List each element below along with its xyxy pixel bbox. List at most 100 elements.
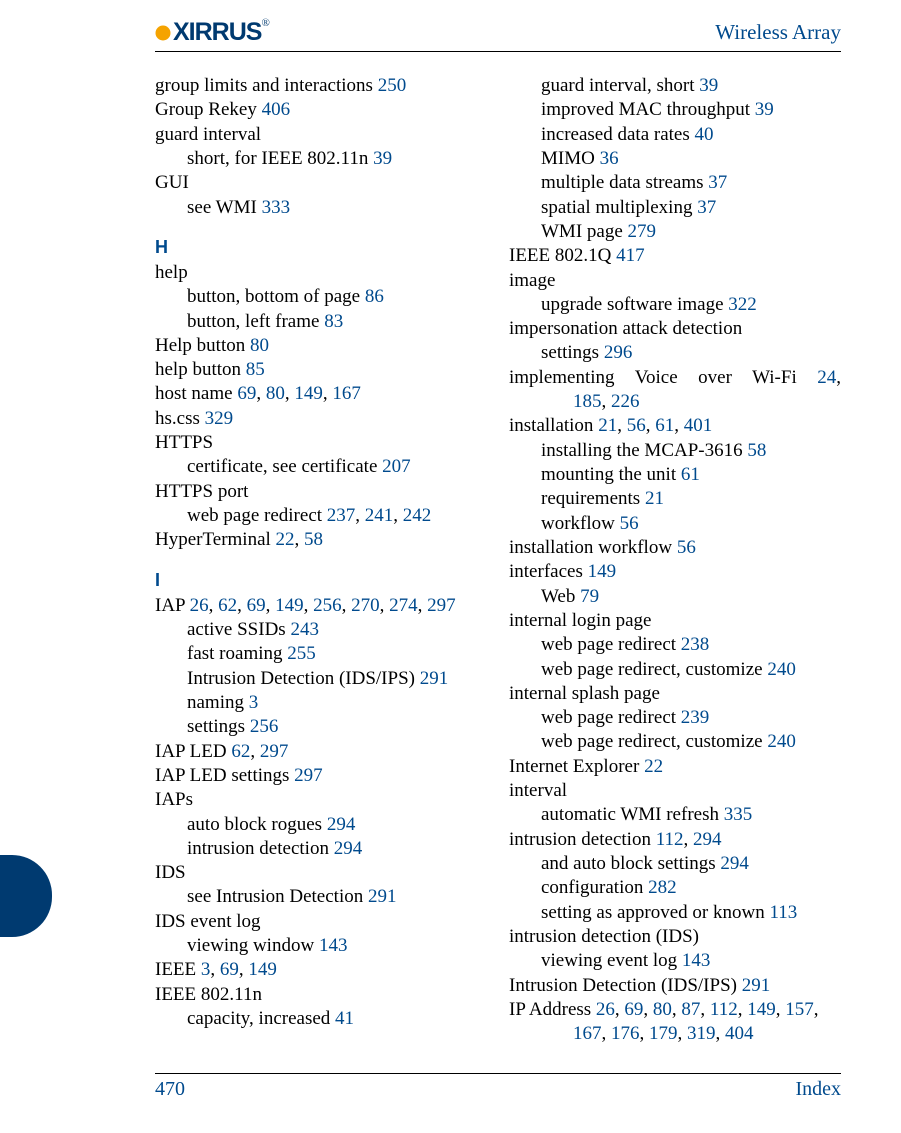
page-reference-link[interactable]: 40 bbox=[695, 124, 714, 145]
page-reference-link[interactable]: 335 bbox=[724, 804, 753, 825]
page-reference-link[interactable]: 242 bbox=[403, 505, 432, 526]
page-reference-link[interactable]: 149 bbox=[747, 999, 776, 1020]
page-reference-link[interactable]: 21 bbox=[598, 415, 617, 436]
page-reference-link[interactable]: 22 bbox=[276, 529, 295, 550]
page-reference-link[interactable]: 241 bbox=[365, 505, 394, 526]
page-reference-link[interactable]: 62 bbox=[231, 741, 250, 762]
index-entry: HTTPS port bbox=[155, 480, 487, 504]
page-reference-link[interactable]: 39 bbox=[699, 75, 718, 96]
index-entry: web page redirect, customize 240 bbox=[509, 658, 841, 682]
page-reference-link[interactable]: 3 bbox=[201, 959, 211, 980]
page-reference-link[interactable]: 113 bbox=[769, 902, 797, 923]
page-reference-link[interactable]: 167 bbox=[573, 1023, 602, 1044]
page-reference-link[interactable]: 149 bbox=[248, 959, 277, 980]
page-reference-link[interactable]: 240 bbox=[767, 731, 796, 752]
page-reference-link[interactable]: 333 bbox=[262, 197, 291, 218]
page-reference-link[interactable]: 39 bbox=[373, 148, 392, 169]
page-reference-link[interactable]: 149 bbox=[588, 561, 617, 582]
page-reference-link[interactable]: 112 bbox=[656, 829, 684, 850]
page-reference-link[interactable]: 238 bbox=[681, 634, 710, 655]
index-text: internal login page bbox=[509, 610, 651, 631]
page-reference-link[interactable]: 58 bbox=[747, 440, 766, 461]
page-reference-link[interactable]: 56 bbox=[677, 537, 696, 558]
page-reference-link[interactable]: 56 bbox=[620, 513, 639, 534]
page-reference-link[interactable]: 21 bbox=[645, 488, 664, 509]
page-reference-link[interactable]: 294 bbox=[720, 853, 749, 874]
page-reference-link[interactable]: 297 bbox=[294, 765, 323, 786]
page-reference-link[interactable]: 26 bbox=[596, 999, 615, 1020]
page-reference-link[interactable]: 240 bbox=[767, 659, 796, 680]
page-reference-link[interactable]: 291 bbox=[742, 975, 771, 996]
page-reference-link[interactable]: 226 bbox=[611, 391, 640, 412]
page-reference-link[interactable]: 86 bbox=[365, 286, 384, 307]
page-reference-link[interactable]: 80 bbox=[266, 383, 285, 404]
page-reference-link[interactable]: 274 bbox=[389, 595, 418, 616]
page-reference-link[interactable]: 401 bbox=[684, 415, 713, 436]
page-reference-link[interactable]: 41 bbox=[335, 1008, 354, 1029]
page-reference-link[interactable]: 3 bbox=[249, 692, 259, 713]
page-reference-link[interactable]: 37 bbox=[697, 197, 716, 218]
page-reference-link[interactable]: 167 bbox=[332, 383, 361, 404]
page-reference-link[interactable]: 22 bbox=[644, 756, 663, 777]
page-reference-link[interactable]: 61 bbox=[681, 464, 700, 485]
page-reference-link[interactable]: 69 bbox=[247, 595, 266, 616]
page-reference-link[interactable]: 87 bbox=[681, 999, 700, 1020]
page-reference-link[interactable]: 24 bbox=[817, 367, 836, 388]
page-reference-link[interactable]: 256 bbox=[313, 595, 342, 616]
page-reference-link[interactable]: 61 bbox=[655, 415, 674, 436]
page-reference-link[interactable]: 297 bbox=[260, 741, 289, 762]
page-reference-link[interactable]: 36 bbox=[600, 148, 619, 169]
page-reference-link[interactable]: 58 bbox=[304, 529, 323, 550]
page-reference-link[interactable]: 69 bbox=[237, 383, 256, 404]
page-reference-link[interactable]: 143 bbox=[319, 935, 348, 956]
page-reference-link[interactable]: 149 bbox=[294, 383, 323, 404]
page-reference-link[interactable]: 417 bbox=[616, 245, 645, 266]
page-reference-link[interactable]: 83 bbox=[324, 311, 343, 332]
page-reference-link[interactable]: 322 bbox=[728, 294, 757, 315]
page-reference-link[interactable]: 56 bbox=[627, 415, 646, 436]
page-reference-link[interactable]: 270 bbox=[351, 595, 380, 616]
page-reference-link[interactable]: 319 bbox=[687, 1023, 716, 1044]
page-reference-link[interactable]: 294 bbox=[693, 829, 722, 850]
page-reference-link[interactable]: 176 bbox=[611, 1023, 640, 1044]
page-reference-link[interactable]: 26 bbox=[190, 595, 209, 616]
page-reference-link[interactable]: 294 bbox=[327, 814, 356, 835]
page-reference-link[interactable]: 279 bbox=[628, 221, 657, 242]
page-reference-link[interactable]: 149 bbox=[275, 595, 304, 616]
page-reference-link[interactable]: 243 bbox=[290, 619, 319, 640]
page-reference-link[interactable]: 143 bbox=[682, 950, 711, 971]
page-reference-link[interactable]: 39 bbox=[755, 99, 774, 120]
page-reference-link[interactable]: 282 bbox=[648, 877, 677, 898]
index-text: , bbox=[380, 595, 390, 616]
page-reference-link[interactable]: 207 bbox=[382, 456, 411, 477]
page-reference-link[interactable]: 62 bbox=[218, 595, 237, 616]
page-reference-link[interactable]: 329 bbox=[205, 408, 234, 429]
page-reference-link[interactable]: 80 bbox=[250, 335, 269, 356]
page-reference-link[interactable]: 255 bbox=[287, 643, 316, 664]
page-reference-link[interactable]: 69 bbox=[220, 959, 239, 980]
page-reference-link[interactable]: 237 bbox=[327, 505, 356, 526]
page-reference-link[interactable]: 296 bbox=[604, 342, 633, 363]
index-text: short, for IEEE 802.11n bbox=[187, 148, 373, 169]
index-entry: mounting the unit 61 bbox=[509, 463, 841, 487]
page-reference-link[interactable]: 291 bbox=[420, 668, 449, 689]
page-reference-link[interactable]: 80 bbox=[653, 999, 672, 1020]
page-reference-link[interactable]: 404 bbox=[725, 1023, 754, 1044]
page-reference-link[interactable]: 37 bbox=[708, 172, 727, 193]
page-reference-link[interactable]: 297 bbox=[427, 595, 456, 616]
page-reference-link[interactable]: 256 bbox=[250, 716, 279, 737]
page-reference-link[interactable]: 406 bbox=[262, 99, 291, 120]
page-reference-link[interactable]: 294 bbox=[334, 838, 363, 859]
page-reference-link[interactable]: 179 bbox=[649, 1023, 678, 1044]
page-reference-link[interactable]: 291 bbox=[368, 886, 397, 907]
page-reference-link[interactable]: 250 bbox=[378, 75, 407, 96]
page-reference-link[interactable]: 157 bbox=[785, 999, 814, 1020]
index-entry: IAP LED 62, 297 bbox=[155, 740, 487, 764]
index-text: , bbox=[210, 959, 220, 980]
page-reference-link[interactable]: 79 bbox=[580, 586, 599, 607]
page-reference-link[interactable]: 185 bbox=[573, 391, 602, 412]
page-reference-link[interactable]: 112 bbox=[710, 999, 738, 1020]
page-reference-link[interactable]: 85 bbox=[246, 359, 265, 380]
page-reference-link[interactable]: 239 bbox=[681, 707, 710, 728]
page-reference-link[interactable]: 69 bbox=[624, 999, 643, 1020]
